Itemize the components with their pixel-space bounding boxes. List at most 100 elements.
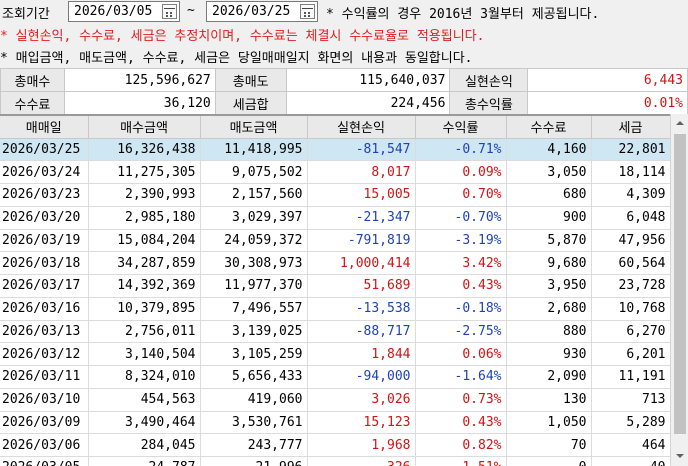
cell-realized-pnl: 3,026 [307, 388, 416, 412]
cell-fee: 2,680 [506, 297, 592, 321]
table-row[interactable]: 2026/03/17 14,392,369 11,977,370 51,689 0.43… [0, 274, 671, 298]
note-estimate: * 실현손익, 수수료, 세금은 추정치이며, 수수료는 체결시 수수료율로 적… [0, 29, 485, 44]
cell-realized-pnl: 326 [307, 456, 416, 466]
cell-sell-amount: 3,530,761 [200, 411, 308, 435]
summary-label-fees: 수수료 [0, 91, 65, 115]
cell-realized-pnl: -94,000 [307, 365, 416, 389]
start-date-value: 2026/03/05 [74, 4, 153, 19]
filter-bar: 조회기간 2026/03/05 ~ 2026/03/25 * 수익률의 경우 2… [0, 0, 688, 22]
cell-buy-amount: 284,045 [88, 433, 201, 457]
cell-realized-pnl: -88,717 [307, 320, 416, 344]
summary-value-total-return: 0.01% [527, 91, 688, 115]
summary-value-fees: 36,120 [63, 91, 216, 115]
cell-return-rate: 1.51% [415, 456, 507, 466]
table-row[interactable]: 2026/03/09 3,490,464 3,530,761 15,123 0.43% 1… [0, 411, 671, 435]
period-note: * 수익률의 경우 2016년 3월부터 제공됩니다. [326, 7, 600, 22]
cell-realized-pnl: -81,547 [307, 138, 416, 162]
cell-fee: 0 [506, 456, 592, 466]
cell-realized-pnl: -13,538 [307, 297, 416, 321]
cell-tax: 713 [591, 388, 671, 412]
cell-sell-amount: 243,777 [200, 433, 308, 457]
col-header-sell-amount[interactable]: 매도금액 [200, 116, 308, 139]
col-header-return-rate[interactable]: 수익률 [415, 116, 507, 139]
scroll-up-arrow-icon[interactable] [672, 115, 688, 132]
table-row[interactable]: 2026/03/13 2,756,011 3,139,025 -88,717 -2.75… [0, 320, 671, 344]
table-row[interactable]: 2026/03/23 2,390,993 2,157,560 15,005 0.70% 6… [0, 183, 671, 207]
cell-buy-amount: 3,490,464 [88, 411, 201, 435]
table-row[interactable]: 2026/03/10 454,563 419,060 3,026 0.73% 130 713 [0, 388, 671, 412]
cell-tax: 47,956 [591, 229, 671, 253]
cell-date: 2026/03/05 [0, 456, 89, 466]
cell-sell-amount: 3,029,397 [200, 206, 308, 230]
summary-label-total-sell: 총매도 [214, 68, 287, 92]
cell-date: 2026/03/09 [0, 411, 89, 435]
cell-tax: 60,564 [591, 251, 671, 275]
cell-buy-amount: 2,390,993 [88, 183, 201, 207]
cell-buy-amount: 34,287,859 [88, 251, 201, 275]
cell-return-rate: 3.42% [415, 251, 507, 275]
cell-realized-pnl: 1,844 [307, 342, 416, 366]
summary-label-tax: 세금합 [214, 91, 287, 115]
scroll-down-arrow-icon[interactable] [672, 448, 688, 465]
calendar-icon[interactable] [300, 4, 315, 19]
table-row[interactable]: 2026/03/20 2,985,180 3,029,397 -21,347 -0.70… [0, 206, 671, 230]
cell-fee: 880 [506, 320, 592, 344]
col-header-buy-amount[interactable]: 매수금액 [88, 116, 201, 139]
cell-realized-pnl: 1,000,414 [307, 251, 416, 275]
scroll-thumb[interactable] [674, 134, 686, 434]
cell-sell-amount: 5,656,433 [200, 365, 308, 389]
cell-realized-pnl: 8,017 [307, 160, 416, 184]
end-date-value: 2026/03/25 [212, 4, 291, 19]
summary-value-realized-pnl: 6,443 [527, 68, 688, 92]
summary-value-total-sell: 115,640,037 [285, 68, 451, 92]
vertical-scrollbar[interactable] [670, 114, 688, 466]
cell-buy-amount: 16,326,438 [88, 138, 201, 162]
cell-date: 2026/03/16 [0, 297, 89, 321]
table-row[interactable]: 2026/03/12 3,140,504 3,105,259 1,844 0.06% 93… [0, 342, 671, 366]
summary-row: 총매수 125,596,627 총매도 115,640,037 실현손익 6,4… [0, 68, 688, 92]
cell-buy-amount: 8,324,010 [88, 365, 201, 389]
end-date-field[interactable]: 2026/03/25 [206, 1, 318, 22]
period-label: 조회기간 [2, 7, 50, 22]
table-row[interactable]: 2026/03/25 16,326,438 11,418,995 -81,547 -0.… [0, 138, 671, 162]
cell-fee: 9,680 [506, 251, 592, 275]
cell-fee: 1,050 [506, 411, 592, 435]
cell-sell-amount: 419,060 [200, 388, 308, 412]
summary-value-tax: 224,456 [285, 91, 451, 115]
cell-fee: 2,090 [506, 365, 592, 389]
cell-realized-pnl: -21,347 [307, 206, 416, 230]
table-row[interactable]: 2026/03/11 8,324,010 5,656,433 -94,000 -1.64… [0, 365, 671, 389]
calendar-icon[interactable] [162, 4, 177, 19]
cell-sell-amount: 11,977,370 [200, 274, 308, 298]
table-row[interactable]: 2026/03/16 10,379,895 7,496,557 -13,538 -0.1… [0, 297, 671, 321]
table-row[interactable]: 2026/03/06 284,045 243,777 1,968 0.82% 70 464 [0, 433, 671, 457]
summary-label-realized-pnl: 실현손익 [449, 68, 529, 92]
cell-sell-amount: 3,139,025 [200, 320, 308, 344]
col-header-tax[interactable]: 세금 [591, 116, 671, 139]
cell-buy-amount: 24,787 [88, 456, 201, 466]
summary-value-total-buy: 125,596,627 [63, 68, 216, 92]
summary-row: 수수료 36,120 세금합 224,456 총수익률 0.01% [0, 91, 688, 115]
table-row[interactable]: 2026/03/24 11,275,305 9,075,502 8,017 0.09% 3… [0, 160, 671, 184]
trade-grid[interactable]: 매매일 매수금액 매도금액 실현손익 수익률 수수료 세금 2026/03/25… [0, 114, 688, 466]
cell-sell-amount: 9,075,502 [200, 160, 308, 184]
col-header-realized-pnl[interactable]: 실현손익 [307, 116, 416, 139]
table-row[interactable]: 2026/03/0524,78721,9963261.51%040 [0, 456, 671, 466]
cell-fee: 130 [506, 388, 592, 412]
start-date-field[interactable]: 2026/03/05 [68, 1, 180, 22]
cell-buy-amount: 3,140,504 [88, 342, 201, 366]
cell-return-rate: -3.19% [415, 229, 507, 253]
table-row[interactable]: 2026/03/18 34,287,859 30,308,973 1,000,414 3… [0, 251, 671, 275]
cell-tax: 11,191 [591, 365, 671, 389]
table-row[interactable]: 2026/03/19 15,084,204 24,059,372 -791,819 -3… [0, 229, 671, 253]
cell-return-rate: 0.82% [415, 433, 507, 457]
cell-tax: 10,768 [591, 297, 671, 321]
cell-tax: 5,289 [591, 411, 671, 435]
cell-realized-pnl: 15,123 [307, 411, 416, 435]
cell-sell-amount: 24,059,372 [200, 229, 308, 253]
col-header-date[interactable]: 매매일 [0, 116, 89, 139]
cell-return-rate: 0.06% [415, 342, 507, 366]
cell-date: 2026/03/06 [0, 433, 89, 457]
summary-label-total-buy: 총매수 [0, 68, 65, 92]
col-header-fee[interactable]: 수수료 [506, 116, 592, 139]
